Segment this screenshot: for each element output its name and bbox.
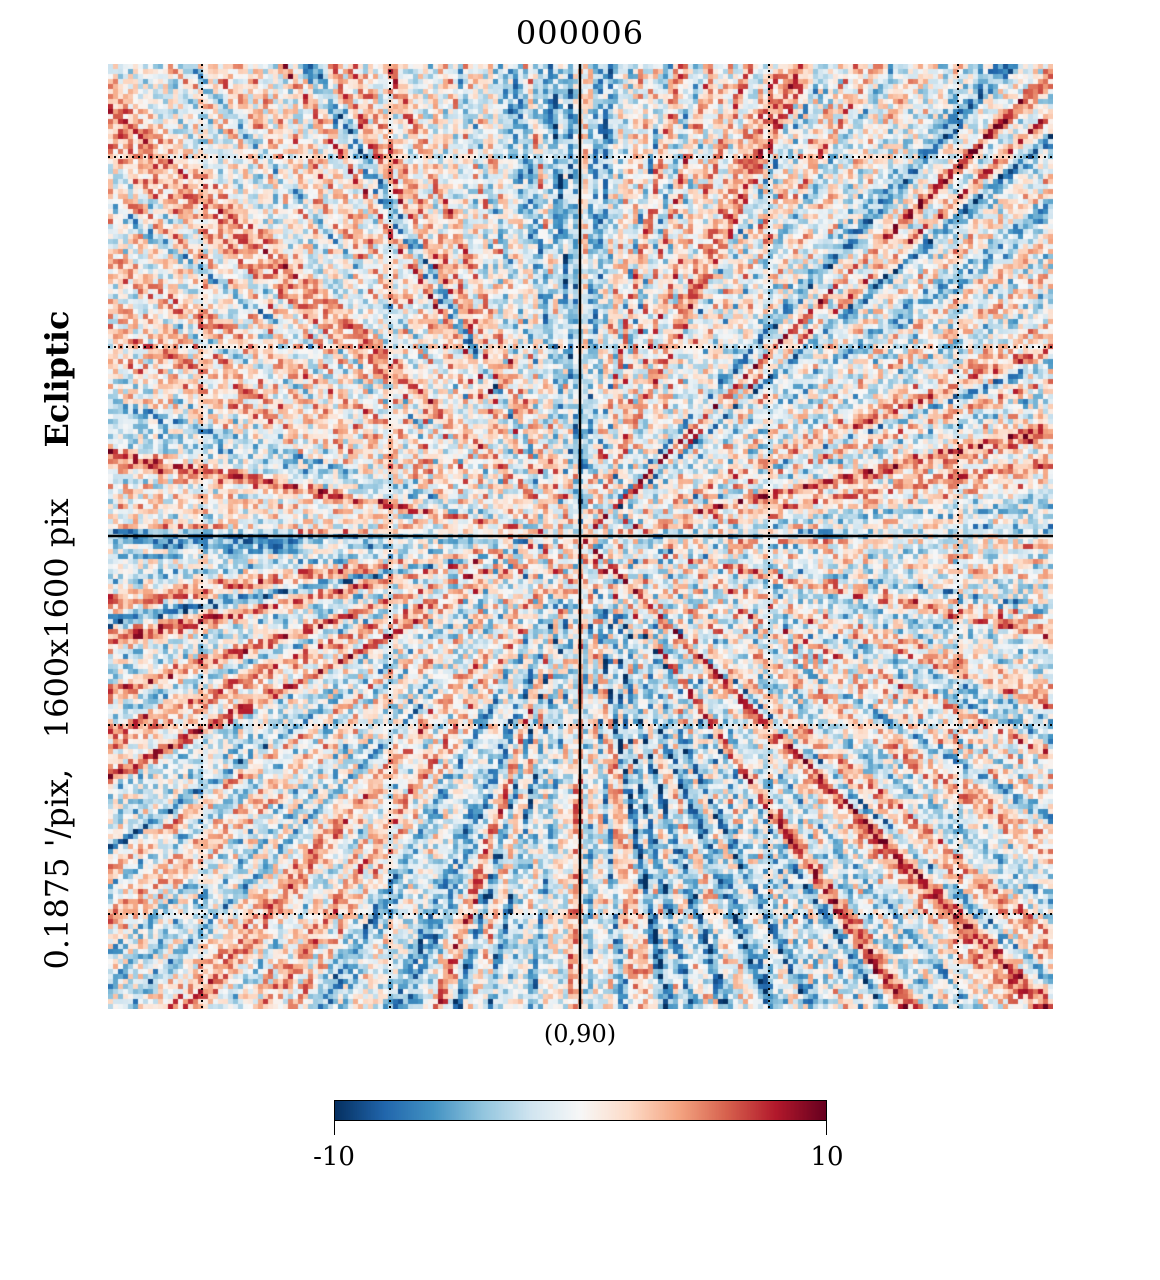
colorbar-label-min: -10	[313, 1142, 355, 1172]
side-label: 0.1875 '/pix, 1600x1600 pix Ecliptic	[38, 311, 76, 970]
colorbar-label-max: 10	[810, 1142, 844, 1172]
size-label: 1600x1600 pix	[38, 498, 76, 739]
colorbar-gradient	[334, 1100, 827, 1121]
colorbar-tick-min	[334, 1121, 335, 1135]
heatmap-area	[108, 64, 1053, 1009]
resolution-label: 0.1875 '/pix,	[38, 768, 76, 970]
colorbar	[334, 1100, 827, 1135]
center-coordinate-label: (0,90)	[543, 1020, 617, 1048]
grid-overlay	[108, 64, 1053, 1009]
colorbar-tick-max	[826, 1121, 827, 1135]
coord-system-label: Ecliptic	[38, 310, 76, 448]
chart-title: 000006	[515, 14, 645, 52]
